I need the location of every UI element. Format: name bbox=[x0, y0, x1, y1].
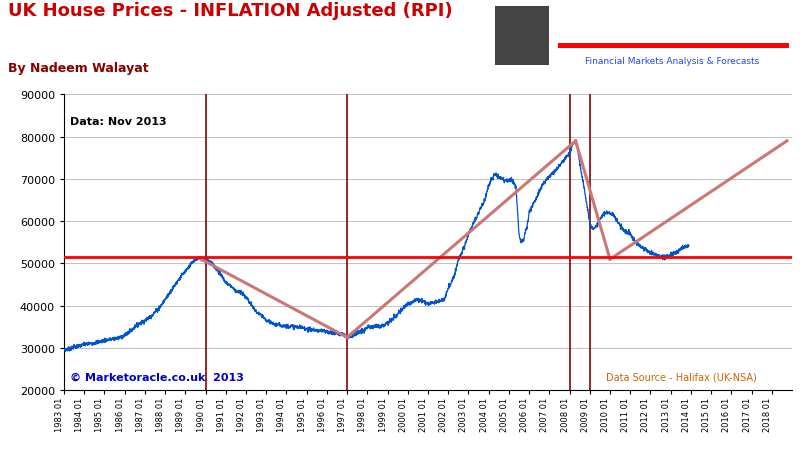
Text: UK House Prices - INFLATION Adjusted (RPI): UK House Prices - INFLATION Adjusted (RP… bbox=[8, 2, 453, 20]
FancyBboxPatch shape bbox=[495, 7, 549, 66]
Text: Financial Markets Analysis & Forecasts: Financial Markets Analysis & Forecasts bbox=[585, 57, 759, 66]
Text: MarketOracle.co.uk: MarketOracle.co.uk bbox=[591, 19, 753, 34]
Bar bbox=[558, 44, 789, 50]
Text: © Marketoracle.co.uk  2013: © Marketoracle.co.uk 2013 bbox=[70, 372, 244, 382]
Text: Data: Nov 2013: Data: Nov 2013 bbox=[70, 117, 166, 127]
Text: Data Source - Halifax (UK-NSA): Data Source - Halifax (UK-NSA) bbox=[606, 372, 757, 382]
Text: By Nadeem Walayat: By Nadeem Walayat bbox=[8, 62, 149, 75]
